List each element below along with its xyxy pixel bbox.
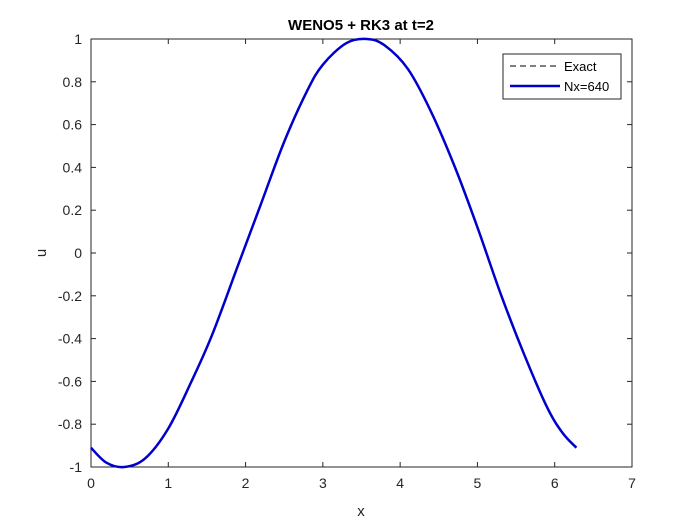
axis-ticks xyxy=(90,38,633,468)
x-tick-label: 7 xyxy=(628,475,636,491)
y-tick-label: -1 xyxy=(70,459,83,475)
x-tick-label: 6 xyxy=(551,475,559,491)
legend: Exact Nx=640 xyxy=(502,53,622,100)
y-axis-label: u xyxy=(33,249,50,257)
series-layer xyxy=(90,37,578,469)
y-tick-label: 0.8 xyxy=(63,74,83,90)
y-tick-label: 0 xyxy=(74,245,82,261)
legend-label-nx640: Nx=640 xyxy=(564,79,609,94)
x-tick-label: 5 xyxy=(474,475,482,491)
x-tick-label: 3 xyxy=(319,475,327,491)
y-tick-label: 0.2 xyxy=(63,202,83,218)
series-line-nx640 xyxy=(90,37,578,469)
x-tick-label: 4 xyxy=(396,475,404,491)
x-tick-label: 1 xyxy=(164,475,172,491)
y-tick-label: 0.6 xyxy=(63,117,83,133)
y-tick-label: 0.4 xyxy=(63,159,83,175)
x-tick-label: 0 xyxy=(87,475,95,491)
plot-area xyxy=(90,38,633,468)
y-tick-label: -0.8 xyxy=(58,416,82,432)
chart-title: WENO5 + RK3 at t=2 xyxy=(288,17,434,34)
x-tick-label: 2 xyxy=(242,475,250,491)
legend-label-exact: Exact xyxy=(564,59,597,74)
x-axis-label: x xyxy=(357,503,365,520)
x-tick-labels: 0 1 2 3 4 5 6 7 xyxy=(87,475,636,491)
y-tick-label: -0.6 xyxy=(58,373,82,389)
y-tick-label: -0.4 xyxy=(58,331,82,347)
y-tick-label: 1 xyxy=(74,31,82,47)
y-tick-label: -0.2 xyxy=(58,288,82,304)
y-tick-labels: -1 -0.8 -0.6 -0.4 -0.2 0 0.2 0.4 0.6 0.8 1 xyxy=(58,31,82,475)
legend-box xyxy=(502,53,622,100)
